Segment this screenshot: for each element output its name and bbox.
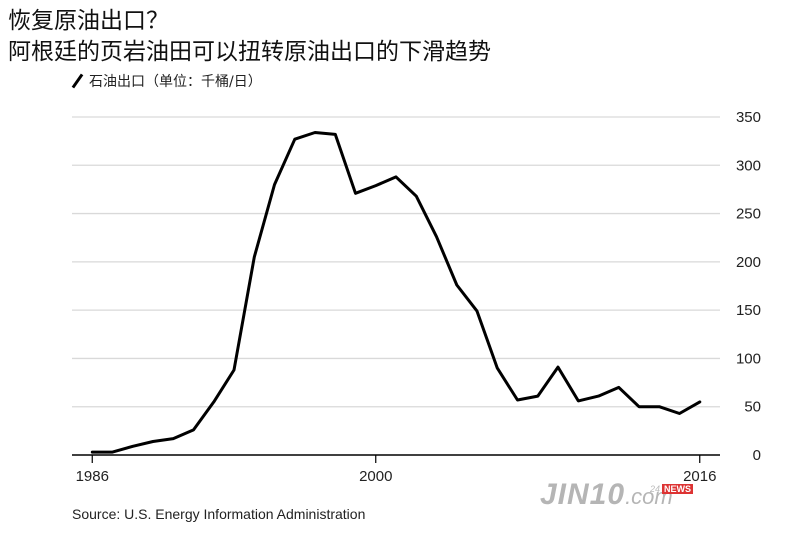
watermark-main: JIN10 <box>540 478 626 511</box>
series-line-oil-exports <box>90 131 702 454</box>
x-tick-label-1986: 1986 <box>76 468 109 485</box>
legend: 石油出口（单位：千桶/日） <box>71 71 262 91</box>
y-tick-label-250: 250 <box>736 206 761 223</box>
y-tick-label-50: 50 <box>744 399 761 416</box>
y-tick-label-350: 350 <box>736 109 761 126</box>
y-tick-label-0: 0 <box>753 447 761 464</box>
chart-title: 恢复原油出口？ 阿根廷的页岩油田可以扭转原油出口的下滑趋势 <box>8 6 491 68</box>
watermark-badge-num: 24 <box>650 484 661 494</box>
watermark-logo: JIN10.com 24 NEWS <box>540 478 694 512</box>
grid-lines <box>72 116 720 408</box>
y-tick-label-150: 150 <box>736 302 761 319</box>
x-axis-ticks: 1986 2000 2016 <box>76 455 716 485</box>
y-tick-label-100: 100 <box>736 350 761 367</box>
title-line-2: 阿根廷的页岩油田可以扭转原油出口的下滑趋势 <box>8 39 491 65</box>
y-axis-ticks: 0 50 100 150 200 250 300 350 <box>736 109 761 464</box>
source-note: Source: U.S. Energy Information Administ… <box>72 506 366 522</box>
y-tick-label-200: 200 <box>736 254 761 271</box>
title-line-1: 恢复原油出口？ <box>8 8 169 34</box>
watermark-badge-news: NEWS <box>662 484 694 494</box>
x-tick-label-2016: 2016 <box>683 468 716 485</box>
legend-label: 石油出口（单位：千桶/日） <box>89 74 262 90</box>
watermark-badge: 24 NEWS <box>650 484 694 494</box>
y-tick-label-300: 300 <box>736 157 761 174</box>
x-tick-label-2000: 2000 <box>359 468 392 485</box>
